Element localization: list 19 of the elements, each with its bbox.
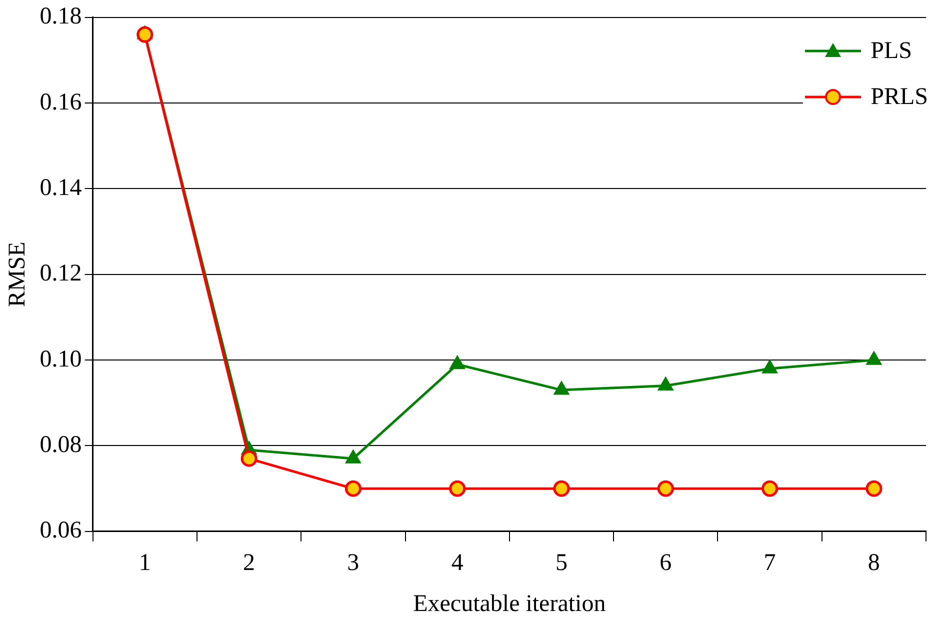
x-tick-label: 1 bbox=[138, 550, 151, 576]
x-tick-label: 3 bbox=[347, 550, 360, 576]
y-tick-label: 0.12 bbox=[40, 260, 82, 287]
x-tick-label: 4 bbox=[451, 550, 464, 576]
y-tick-label: 0.16 bbox=[40, 89, 82, 116]
y-tick-label: 0.10 bbox=[40, 346, 82, 372]
x-tick-label: 6 bbox=[660, 550, 672, 576]
x-tick-label: 7 bbox=[764, 550, 776, 576]
x-axis-title: Executable iteration bbox=[413, 590, 606, 617]
legend-label: PLS bbox=[870, 38, 912, 64]
x-tick-label: 5 bbox=[555, 550, 568, 576]
y-axis-title: RMSE bbox=[4, 242, 31, 308]
y-tick-label: 0.08 bbox=[40, 432, 82, 458]
x-tick-label: 2 bbox=[243, 550, 256, 576]
y-tick-label: 0.06 bbox=[40, 518, 82, 544]
y-tick-label: 0.14 bbox=[40, 175, 82, 202]
y-tick-label: 0.18 bbox=[40, 4, 82, 30]
legend-label: PRLS bbox=[870, 84, 928, 110]
x-tick-label: 8 bbox=[868, 550, 880, 576]
